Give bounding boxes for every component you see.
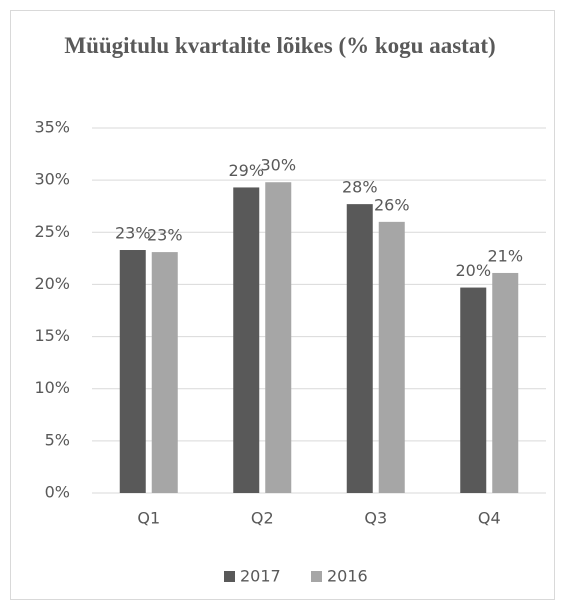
y-tick-label: 25% [34, 222, 70, 241]
y-tick-label: 10% [34, 378, 70, 397]
data-label: 26% [374, 195, 410, 214]
bar [265, 182, 292, 493]
x-tick-label: Q1 [137, 509, 160, 528]
x-tick-label: Q2 [251, 509, 274, 528]
bar [119, 250, 146, 493]
legend-label: 2017 [240, 567, 281, 586]
y-tick-label: 15% [34, 326, 70, 345]
y-tick-label: 20% [34, 274, 70, 293]
y-tick-label: 0% [45, 483, 70, 502]
chart-title: Müügitulu kvartalite lõikes (% kogu aast… [64, 33, 496, 58]
y-tick-label: 35% [34, 118, 70, 137]
data-label: 28% [342, 178, 378, 197]
x-tick-label: Q3 [364, 509, 387, 528]
y-tick-label: 30% [34, 170, 70, 189]
data-label: 29% [228, 161, 264, 180]
y-tick-label: 5% [45, 430, 70, 449]
bar [151, 252, 178, 493]
data-label: 21% [487, 246, 523, 265]
bar [346, 204, 373, 493]
data-label: 23% [147, 226, 183, 245]
bar [492, 272, 519, 493]
legend-swatch [224, 571, 235, 582]
bar [378, 221, 405, 493]
bar [233, 187, 260, 493]
data-label: 23% [115, 224, 151, 243]
data-label: 20% [455, 261, 491, 280]
legend-label: 2016 [327, 567, 368, 586]
bar [460, 287, 487, 493]
legend-swatch [311, 571, 322, 582]
data-label: 30% [260, 156, 296, 175]
x-tick-label: Q4 [478, 509, 501, 528]
